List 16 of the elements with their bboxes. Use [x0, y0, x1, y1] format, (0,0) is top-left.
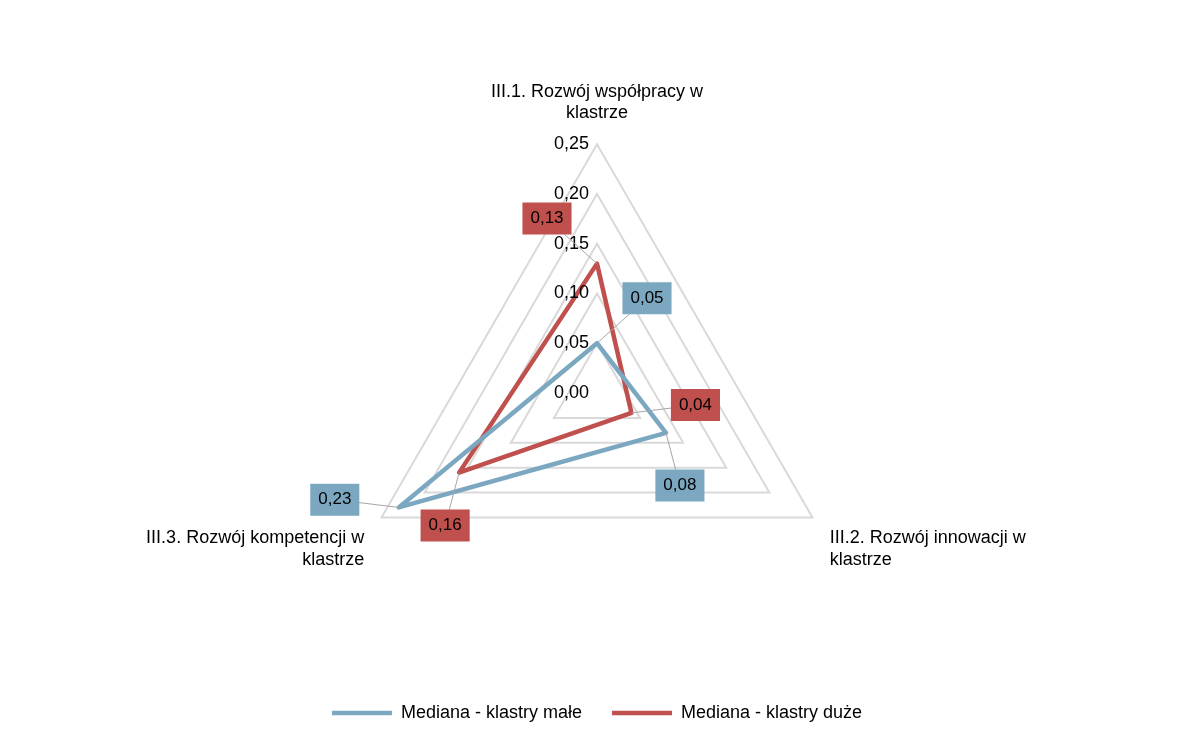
- y-tick-label: 0,20: [553, 182, 589, 203]
- y-tick-label: 0,05: [553, 332, 589, 353]
- data-label: 0,16: [428, 515, 462, 535]
- legend-label: Mediana - klastry małe: [400, 701, 583, 722]
- y-tick-label: 0,25: [553, 133, 589, 154]
- spoke-label: III.3. Rozwój kompetencji w klastrze: [146, 527, 366, 569]
- legend-label: Mediana - klastry duże: [680, 701, 863, 722]
- data-label: 0,04: [678, 394, 712, 414]
- spoke-label: III.2. Rozwój innowacji w klastrze: [829, 527, 1027, 569]
- y-tick-label: 0,00: [553, 381, 589, 402]
- data-label: 0,05: [630, 287, 664, 307]
- data-label: 0,08: [663, 475, 697, 495]
- data-label: 0,23: [318, 489, 352, 509]
- data-label: 0,13: [530, 208, 564, 228]
- y-tick-label: 0,15: [553, 232, 589, 253]
- spoke-label: III.1. Rozwój współpracy w klastrze: [490, 80, 705, 123]
